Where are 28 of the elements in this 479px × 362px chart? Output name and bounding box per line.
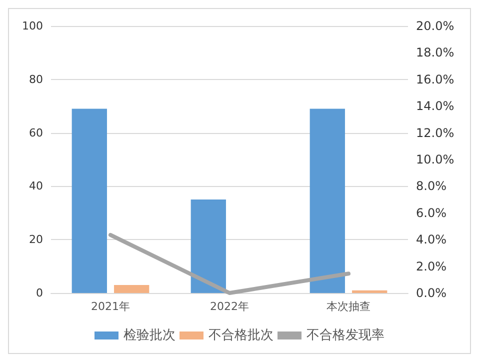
- y2-tick-label: 14.0%: [416, 99, 454, 114]
- y2-tick-label: 2.0%: [416, 259, 446, 274]
- x-tick-label: 2021年: [91, 300, 130, 313]
- legend-label: 检验批次: [124, 328, 176, 343]
- bar: [190, 200, 226, 293]
- y2-tick-label: 10.0%: [416, 152, 454, 166]
- y2-tick-label: 18.0%: [416, 46, 454, 60]
- y2-tick-label: 20.0%: [416, 19, 454, 33]
- legend-label: 不合格批次: [208, 328, 274, 343]
- y2-tick-label: 4.0%: [416, 232, 446, 247]
- x-tick-label: 2022年: [210, 300, 249, 313]
- bar: [114, 284, 150, 293]
- y-tick-label: 100: [22, 20, 43, 32]
- y2-tick-label: 16.0%: [416, 72, 454, 86]
- y-tick-label: 0: [36, 286, 43, 300]
- y2-tick-label: 8.0%: [416, 179, 446, 194]
- y2-tick-label: 12.0%: [416, 126, 454, 140]
- bar: [310, 108, 345, 293]
- y2-tick-label: 0.0%: [416, 286, 446, 300]
- bar: [352, 290, 388, 293]
- y2-tick-label: 6.0%: [416, 206, 446, 220]
- x-tick-label: 本次抽查: [326, 300, 370, 313]
- y-tick-label: 40: [29, 180, 43, 193]
- bar: [72, 108, 107, 293]
- y-tick-label: 20: [29, 233, 43, 246]
- y-tick-label: 80: [29, 72, 43, 86]
- legend-label: 不合格发现率: [306, 327, 384, 343]
- y-tick-label: 60: [29, 126, 43, 140]
